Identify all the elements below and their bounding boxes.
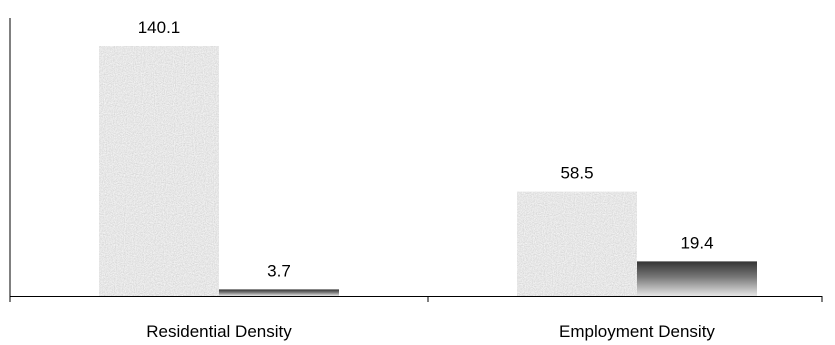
data-label: 58.5 [560, 164, 593, 183]
data-label: 3.7 [267, 261, 291, 280]
bar [219, 289, 339, 296]
category-label: Employment Density [559, 322, 715, 341]
data-labels-group: 140.1 3.7 58.5 19.4 [138, 18, 714, 280]
bar [517, 191, 637, 296]
data-label: 140.1 [138, 18, 181, 37]
bars-group [99, 46, 757, 296]
bar [99, 46, 219, 296]
category-labels: Residential Density Employment Density [146, 322, 715, 341]
x-axis [9, 296, 823, 302]
bar [637, 261, 757, 296]
data-label: 19.4 [680, 233, 713, 252]
category-label: Residential Density [146, 322, 292, 341]
